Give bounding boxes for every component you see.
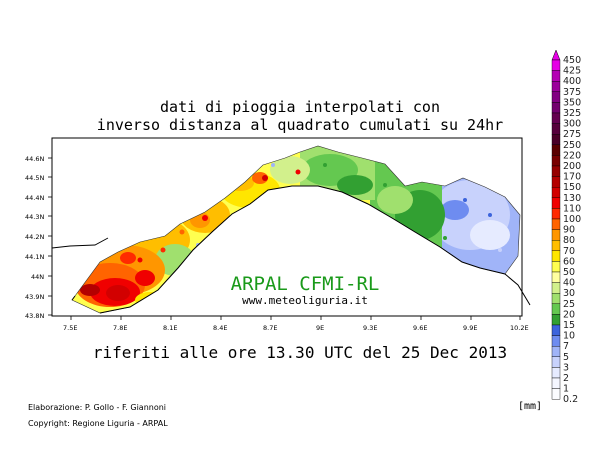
tick-marks xyxy=(48,157,521,320)
lon-tick-label: 9.6E xyxy=(413,324,427,332)
legend-label: 150 xyxy=(563,182,581,193)
lon-tick-label: 8.7E xyxy=(263,324,277,332)
legend-swatch xyxy=(551,197,561,209)
lon-tick-label: 9E xyxy=(316,324,324,332)
coastline xyxy=(71,185,531,314)
legend-swatch xyxy=(551,292,561,304)
legend-label: 15 xyxy=(563,320,575,331)
legend-swatch xyxy=(551,314,561,326)
legend-unit: [mm] xyxy=(518,401,543,412)
lat-tick-label: 43.9N xyxy=(25,293,44,301)
legend-label: 90 xyxy=(563,225,575,236)
legend-swatch xyxy=(551,250,561,262)
legend-label: 350 xyxy=(563,97,581,108)
legend-swatch xyxy=(551,303,561,315)
legend-label: 110 xyxy=(563,203,581,214)
border-line xyxy=(51,237,109,249)
lat-tick-label: 43.8N xyxy=(25,312,44,320)
legend-swatch xyxy=(551,218,561,230)
legend-swatch xyxy=(551,229,561,241)
legend-swatch xyxy=(551,186,561,198)
lat-tick-label: 44.6N xyxy=(25,155,44,163)
map-subtitle: riferiti alle ore 13.30 UTC del 25 Dec 2… xyxy=(92,343,508,362)
legend-swatch xyxy=(551,144,561,156)
legend-top-arrow xyxy=(551,49,561,61)
legend-label: 30 xyxy=(563,288,575,299)
map-title-line1: dati di pioggia interpolati con xyxy=(160,98,440,116)
legend-swatch xyxy=(551,155,561,167)
legend-swatch xyxy=(551,176,561,188)
legend-label: 7 xyxy=(563,341,569,352)
legend-label: 70 xyxy=(563,246,575,257)
legend-label: 60 xyxy=(563,256,575,267)
lon-tick-label: 10.2E xyxy=(510,324,529,332)
arpal-brand-label: ARPAL CFMI-RL xyxy=(231,273,380,295)
lat-tick-label: 44.3N xyxy=(25,213,44,221)
legend-label: 170 xyxy=(563,172,581,183)
legend-swatch xyxy=(551,324,561,336)
legend-label: 100 xyxy=(563,214,581,225)
lon-tick-label: 8.4E xyxy=(213,324,227,332)
legend-label: 5 xyxy=(563,352,569,363)
lon-tick-label: 9.3E xyxy=(363,324,377,332)
legend-label: 20 xyxy=(563,309,575,320)
legend-label: 425 xyxy=(563,66,581,77)
lat-tick-label: 44.1N xyxy=(25,253,44,261)
legend-swatch xyxy=(551,123,561,135)
legend-label: 50 xyxy=(563,267,575,278)
legend-swatch xyxy=(551,356,561,368)
legend-swatch xyxy=(551,335,561,347)
lat-tick-label: 44.2N xyxy=(25,233,44,241)
lat-tick-label: 44.5N xyxy=(25,174,44,182)
lon-tick-label: 7.5E xyxy=(63,324,77,332)
legend-swatch xyxy=(551,133,561,145)
legend-label: 2 xyxy=(563,373,569,384)
legend-label: 250 xyxy=(563,140,581,151)
legend-swatch xyxy=(551,388,561,400)
map-title-line2: inverso distanza al quadrato cumulati su… xyxy=(96,116,504,134)
legend-label: 275 xyxy=(563,129,581,140)
legend-label: 3 xyxy=(563,362,569,373)
legend-swatch xyxy=(551,112,561,124)
legend-swatch xyxy=(551,282,561,294)
legend-label: 80 xyxy=(563,235,575,246)
website-label: www.meteoliguria.it xyxy=(242,294,368,307)
legend-swatch xyxy=(551,91,561,103)
legend-swatch xyxy=(551,239,561,251)
lat-tick-label: 44.4N xyxy=(25,194,44,202)
legend-label: 0.2 xyxy=(563,394,578,405)
color-legend: 4504254003753503253002752502202001701501… xyxy=(551,49,581,405)
legend-swatch xyxy=(551,59,561,71)
lat-tick-label: 44N xyxy=(31,273,44,281)
legend-label: 450 xyxy=(563,55,581,66)
lon-tick-label: 7.8E xyxy=(113,324,127,332)
legend-label: 25 xyxy=(563,299,575,310)
legend-swatch xyxy=(551,70,561,82)
legend-swatch xyxy=(551,165,561,177)
legend-label: 200 xyxy=(563,161,581,172)
legend-label: 220 xyxy=(563,150,581,161)
legend-swatch xyxy=(551,346,561,358)
legend-label: 1 xyxy=(563,384,569,395)
legend-label: 300 xyxy=(563,119,581,130)
legend-label: 375 xyxy=(563,87,581,98)
legend-label: 325 xyxy=(563,108,581,119)
legend-label: 10 xyxy=(563,331,575,342)
legend-label: 130 xyxy=(563,193,581,204)
lon-tick-label: 8.1E xyxy=(163,324,177,332)
credit-copyright: Copyright: Regione Liguria - ARPAL xyxy=(28,419,168,428)
legend-swatch xyxy=(551,367,561,379)
legend-label: 400 xyxy=(563,76,581,87)
legend-swatch xyxy=(551,261,561,273)
legend-swatch xyxy=(551,377,561,389)
legend-label: 40 xyxy=(563,278,575,289)
credit-elaboration: Elaborazione: P. Gollo - F. Giannoni xyxy=(28,403,167,412)
lon-tick-label: 9.9E xyxy=(463,324,477,332)
legend-swatch xyxy=(551,102,561,114)
legend-swatch xyxy=(551,81,561,93)
legend-swatch xyxy=(551,271,561,283)
legend-swatch xyxy=(551,208,561,220)
